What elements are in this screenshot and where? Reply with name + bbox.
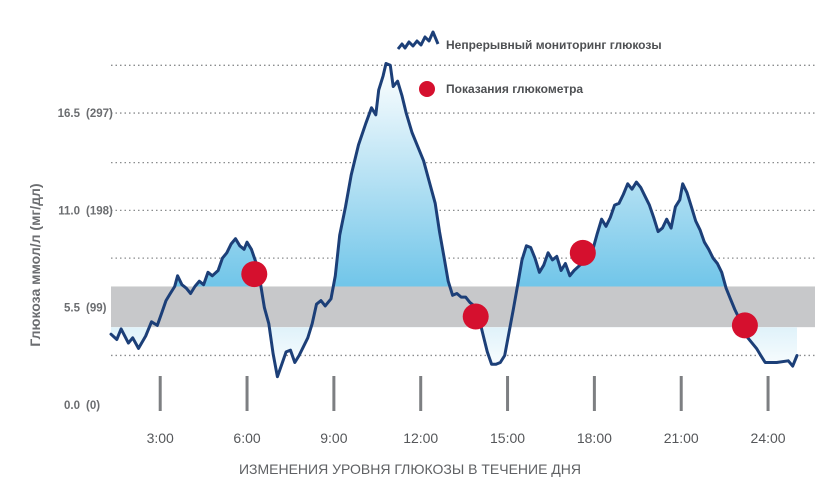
x-tick-label: 6:00 xyxy=(233,430,260,446)
y-tick-label-mmol: 0.0 xyxy=(64,400,80,412)
x-tick-label: 24:00 xyxy=(751,430,786,446)
x-tick-label: 9:00 xyxy=(320,430,347,446)
y-tick-label-mgdl: (0) xyxy=(86,400,100,412)
meter-reading-point xyxy=(462,303,489,330)
x-tick-label: 15:00 xyxy=(490,430,525,446)
y-tick-labels: 0.0 (0) 5.5 (99) 11.0 (198) 16.5 (297) xyxy=(58,108,113,412)
y-tick-label-mmol: 11.0 xyxy=(58,205,80,217)
legend-meter-label: Показания глюкометра xyxy=(446,82,583,96)
legend-cgm-swatch xyxy=(396,30,440,50)
area-fill xyxy=(111,63,797,377)
y-tick-label-mmol: 16.5 xyxy=(58,108,81,120)
area-fill-below-range xyxy=(111,327,797,377)
legend-cgm-label: Непрерывный мониторинг глюкозы xyxy=(446,38,662,52)
x-tick-label: 12:00 xyxy=(403,430,438,446)
x-tick-label: 3:00 xyxy=(147,430,174,446)
x-tick-marks xyxy=(158,376,770,411)
y-axis-title: Глюкоза ммол/л (мг/дл) xyxy=(27,183,43,346)
meter-reading-point xyxy=(569,239,596,266)
x-tick-label: 21:00 xyxy=(664,430,699,446)
area-fill-above-range xyxy=(174,63,726,287)
y-tick-label-mmol: 5.5 xyxy=(64,303,81,315)
y-tick-label-mgdl: (99) xyxy=(86,303,107,315)
cgm-series-line xyxy=(109,62,799,379)
meter-reading-point xyxy=(731,312,758,339)
y-tick-label-mgdl: (198) xyxy=(86,205,113,217)
legend-meter-swatch xyxy=(419,81,435,97)
x-axis-title: ИЗМЕНЕНИЯ УРОВНЯ ГЛЮКОЗЫ В ТЕЧЕНИЕ ДНЯ xyxy=(239,461,581,477)
y-tick-label-mgdl: (297) xyxy=(86,108,113,120)
legend: Непрерывный мониторинг глюкозы Показания… xyxy=(396,30,662,97)
target-range-band xyxy=(111,286,815,328)
x-tick-labels: 3:00 6:00 9:00 12:00 15:00 18:00 21:00 24:00 xyxy=(147,430,786,446)
meter-reading-point xyxy=(241,261,268,288)
meter-readings xyxy=(241,239,758,339)
x-tick-label: 18:00 xyxy=(577,430,612,446)
